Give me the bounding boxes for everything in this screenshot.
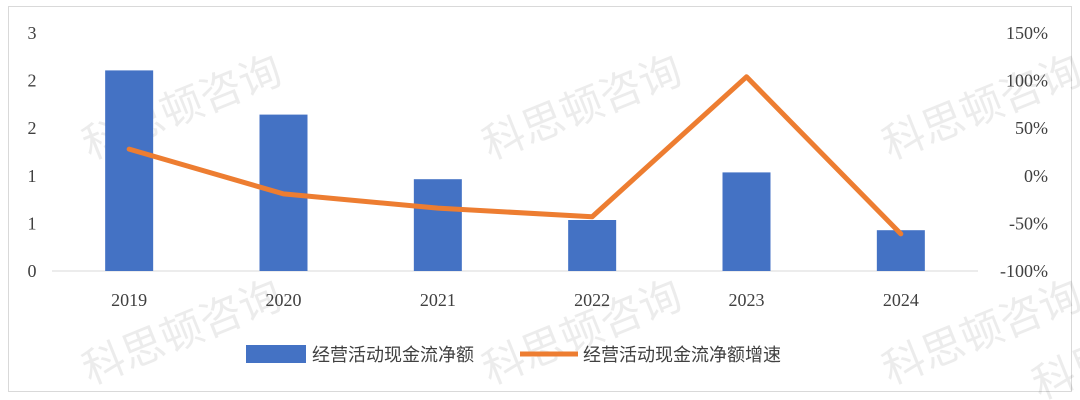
right-tick-label: -100% xyxy=(1000,261,1048,281)
x-tick-label: 2020 xyxy=(266,290,302,310)
line-point xyxy=(127,147,131,151)
left-tick-label: 0 xyxy=(28,261,37,281)
line-point xyxy=(590,215,594,219)
right-tick-label: 50% xyxy=(1015,118,1048,138)
right-axis: -100% -50% 0% 50% 100% 150% xyxy=(1000,23,1048,281)
legend: 经营活动现金流净额 经营活动现金流净额增速 xyxy=(246,345,781,366)
left-tick-label: 2 xyxy=(28,71,37,91)
right-tick-label: 150% xyxy=(1006,23,1048,43)
line-point xyxy=(436,206,440,210)
x-axis: 2019 2020 2021 2022 2023 2024 xyxy=(111,290,919,310)
right-tick-label: 0% xyxy=(1024,166,1048,186)
watermark-text: 科思顿咨询 xyxy=(75,270,288,394)
bar xyxy=(413,179,462,271)
bar xyxy=(568,220,617,271)
growth-line xyxy=(126,74,904,237)
x-tick-label: 2019 xyxy=(111,290,147,310)
x-tick-label: 2021 xyxy=(420,290,456,310)
left-tick-label: 1 xyxy=(28,213,37,233)
legend-label-bar: 经营活动现金流净额 xyxy=(312,345,474,366)
right-tick-label: 100% xyxy=(1006,71,1048,91)
left-tick-label: 1 xyxy=(28,166,37,186)
bar xyxy=(105,70,154,272)
bar xyxy=(722,172,771,271)
left-tick-label: 3 xyxy=(28,23,37,43)
legend-label-line: 经营活动现金流净额增速 xyxy=(583,345,781,366)
watermark-text: 科思顿咨询 xyxy=(475,270,688,394)
bar xyxy=(876,230,925,271)
bar-series xyxy=(105,70,925,272)
legend-swatch-bar xyxy=(246,345,306,363)
watermark-text: 科思顿咨询 xyxy=(475,45,688,169)
right-tick-label: -50% xyxy=(1009,213,1048,233)
line-point xyxy=(282,192,285,196)
left-tick-label: 2 xyxy=(28,118,37,138)
line-series xyxy=(126,74,904,237)
x-tick-label: 2024 xyxy=(883,290,919,310)
left-axis: 0 1 1 2 2 3 xyxy=(28,23,37,281)
x-tick-label: 2023 xyxy=(729,290,765,310)
chart-frame xyxy=(8,6,1072,392)
x-tick-label: 2022 xyxy=(574,290,610,310)
line-point xyxy=(899,232,903,236)
watermark-text: 科思顿咨询 xyxy=(875,45,1080,169)
line-point xyxy=(745,75,748,79)
